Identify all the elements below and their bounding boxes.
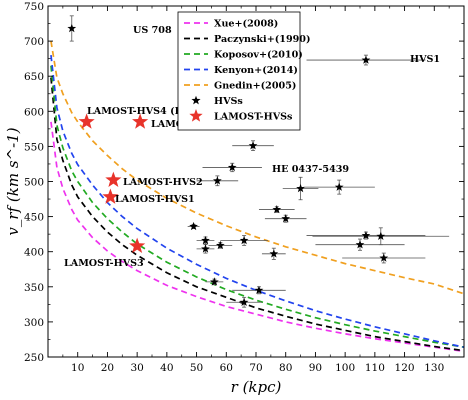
x-axis-title: r (kpc) xyxy=(231,378,282,396)
y-tick-label-8: 650 xyxy=(24,71,44,83)
hvs-point-6 xyxy=(296,183,305,193)
hvs-point-21 xyxy=(254,285,264,295)
y-tick-label-6: 550 xyxy=(24,141,44,153)
x-tick-label-10: 110 xyxy=(365,362,385,374)
annotation-2: HE 0437-5439 xyxy=(272,164,349,175)
hvs-point-20 xyxy=(210,277,219,286)
legend-marker-0 xyxy=(191,95,201,105)
annotation-5: LAMOST-HVS2 xyxy=(123,177,203,188)
x-tick-label-1: 20 xyxy=(101,362,114,374)
x-tick-label-12: 130 xyxy=(424,362,444,374)
legend-box xyxy=(177,11,301,131)
curve-0 xyxy=(50,121,464,353)
hvs-point-2 xyxy=(361,55,371,64)
y-tick-label-10: 750 xyxy=(24,1,44,13)
lamost-point-3 xyxy=(102,188,119,204)
legend-label-1: Paczynski+(1990) xyxy=(214,34,311,45)
hvs-point-9 xyxy=(281,214,291,223)
curve-2 xyxy=(50,65,464,349)
annotation-1: HVS1 xyxy=(410,54,440,65)
y-tick-label-1: 300 xyxy=(24,317,44,329)
hvs-point-3 xyxy=(248,141,258,150)
hvs-point-22 xyxy=(239,297,249,306)
x-tick-label-11: 120 xyxy=(395,362,415,374)
curve-layer xyxy=(50,40,464,353)
hvs-point-0 xyxy=(67,23,77,33)
x-tick-label-2: 30 xyxy=(130,362,143,374)
hvs-point-7 xyxy=(334,182,344,191)
legend: Xue+(2008) Paczynski+(1990) Koposov+(2010)… xyxy=(177,11,311,131)
x-tick-label-9: 100 xyxy=(335,362,355,374)
y-tick-label-9: 700 xyxy=(24,36,44,48)
legend-point-label-0: HVSs xyxy=(214,96,243,107)
annotation-0: US 708 xyxy=(133,25,172,36)
lamost-point-0 xyxy=(78,113,95,129)
y-tick-label-4: 450 xyxy=(24,212,44,224)
y-tick-label-5: 500 xyxy=(24,177,44,189)
hvs-point-4 xyxy=(227,162,237,172)
hvs-point-19 xyxy=(379,253,389,262)
hvs-point-14 xyxy=(269,249,279,258)
hvs-point-15 xyxy=(201,244,210,253)
x-tick-label-6: 70 xyxy=(249,362,262,374)
curve-3 xyxy=(50,55,464,349)
hvs-point-5 xyxy=(213,176,222,185)
hvs-point-8 xyxy=(272,204,282,214)
x-tick-label-4: 50 xyxy=(190,362,203,374)
x-tick-label-0: 10 xyxy=(71,362,84,374)
y-tick-label-0: 250 xyxy=(24,352,44,364)
x-tick-label-3: 40 xyxy=(160,362,173,374)
legend-marker-1 xyxy=(189,109,203,122)
legend-label-0: Xue+(2008) xyxy=(214,19,278,30)
lamost-point-1 xyxy=(132,113,149,129)
hvs-point-17 xyxy=(376,231,386,240)
lamost-point-2 xyxy=(105,171,122,187)
y-axis-title: v_rf (km s^-1) xyxy=(4,127,22,235)
hvs-point-12 xyxy=(215,240,225,250)
axes-layer: 10 20 30 40 50 60 70 80 90 100 110 120 130 250 300 350 4… xyxy=(4,1,465,396)
annotation-6: LAMOST-HVS1 xyxy=(115,194,195,205)
legend-label-4: Gnedin+(2005) xyxy=(214,81,296,92)
annotation-7: LAMOST-HVS3 xyxy=(64,258,144,269)
hvs-point-10 xyxy=(189,221,198,231)
x-tick-label-5: 60 xyxy=(220,362,233,374)
x-tick-label-7: 80 xyxy=(279,362,292,374)
hvs-point-18 xyxy=(355,240,365,249)
legend-label-2: Koposov+(2010) xyxy=(214,50,303,61)
x-tick-label-8: 90 xyxy=(309,362,322,374)
y-tick-label-3: 400 xyxy=(24,247,44,259)
annotation-3: LAMOST-HVS4 (BHB) xyxy=(87,106,204,117)
lamost-point-4 xyxy=(129,237,146,253)
hvs-point-16 xyxy=(361,230,371,240)
y-tick-label-7: 600 xyxy=(24,106,44,118)
legend-point-label-1: LAMOST-HVSs xyxy=(214,112,292,123)
legend-label-3: Kenyon+(2014) xyxy=(214,65,298,76)
y-tick-label-2: 350 xyxy=(24,282,44,294)
hvs-point-13 xyxy=(239,235,249,245)
curve-1 xyxy=(50,77,464,352)
curve-4 xyxy=(50,40,464,295)
hvs-point-11 xyxy=(201,235,210,245)
